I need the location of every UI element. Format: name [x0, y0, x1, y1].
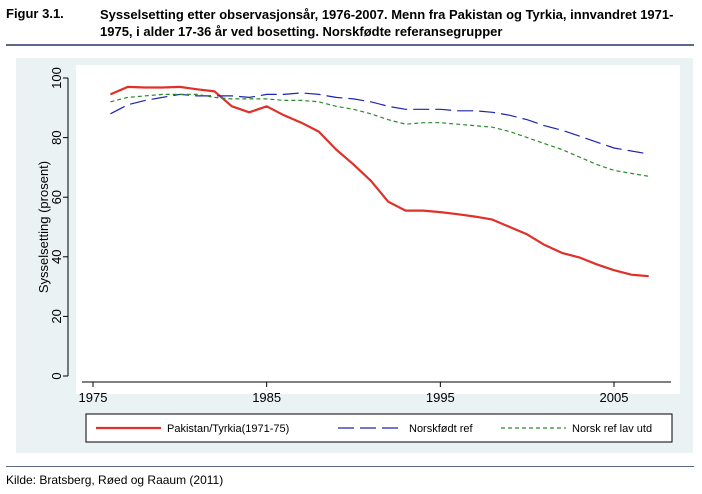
- y-tick-label: 60: [49, 190, 64, 204]
- footer-divider: [6, 466, 694, 467]
- y-axis-title: Sysselsetting (prosent): [36, 161, 51, 293]
- x-tick-label: 1985: [252, 390, 281, 405]
- y-tick-label: 80: [49, 130, 64, 144]
- x-tick-label: 2005: [600, 390, 629, 405]
- x-tick-label: 1995: [426, 390, 455, 405]
- legend-label: Norsk ref lav utd: [572, 423, 652, 435]
- legend-label: Norskfødt ref: [409, 423, 474, 435]
- legend-label: Pakistan/Tyrkia(1971-75): [167, 423, 289, 435]
- series-norskfodt-ref: [110, 92, 649, 155]
- series-pakistan-tyrkia: [109, 85, 649, 278]
- y-tick-label: 0: [49, 372, 64, 379]
- legend-box: [85, 413, 673, 443]
- plot-area: [76, 65, 680, 394]
- y-tick-label: 100: [49, 67, 64, 89]
- chart-panel: 0 20 40 60 80 100 Sysselsetting (prosent) 1975 1…: [16, 58, 693, 453]
- legend-item-norsk-ref-lav-utd: Norsk ref lav utd: [501, 423, 652, 435]
- header-divider: [6, 44, 694, 46]
- figure-label: Figur 3.1.: [6, 6, 64, 21]
- figure-title: Sysselsetting etter observasjonsår, 1976…: [100, 7, 674, 39]
- source-note: Kilde: Bratsberg, Røed og Raaum (2011): [6, 473, 224, 487]
- line-chart: 0 20 40 60 80 100 Sysselsetting (prosent) 1975 1…: [36, 65, 680, 443]
- legend: Pakistan/Tyrkia(1971-75) Norskfødt ref Nor…: [85, 413, 673, 443]
- legend-item-pakistan-tyrkia: Pakistan/Tyrkia(1971-75): [96, 423, 289, 435]
- legend-item-norskfodt-ref: Norskfødt ref: [338, 423, 474, 435]
- y-tick-label: 20: [49, 309, 64, 323]
- x-tick-label: 1975: [79, 390, 108, 405]
- series-norsk-ref-lav-utd: [110, 93, 649, 177]
- y-tick-label: 40: [49, 250, 64, 264]
